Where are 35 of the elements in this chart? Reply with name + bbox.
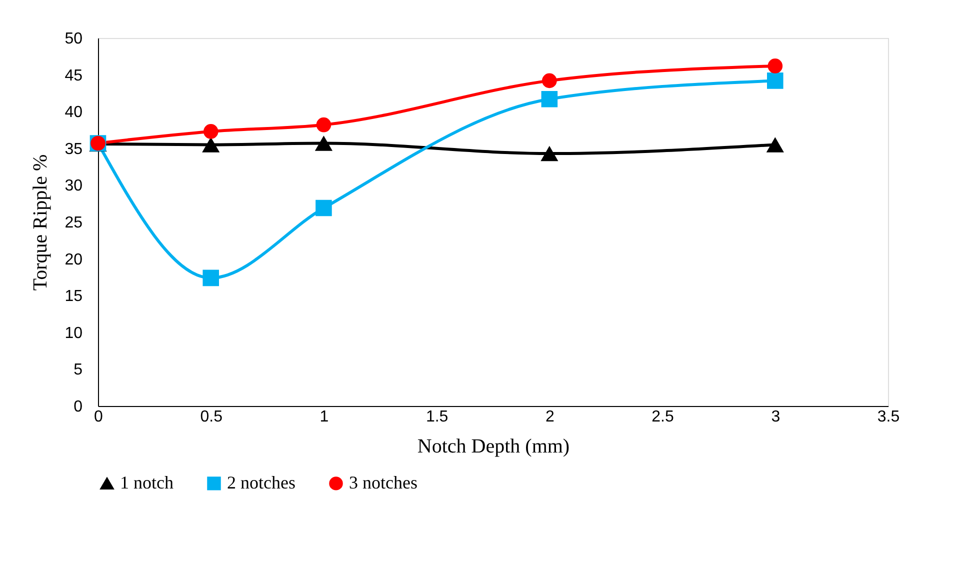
x-tick-label: 2 <box>545 408 554 426</box>
y-tick-label: 40 <box>64 104 83 122</box>
y-tick-label: 35 <box>64 140 83 158</box>
point <box>203 124 218 139</box>
x-tick-label: 2.5 <box>652 408 674 426</box>
x-tick-label: 3 <box>771 408 780 426</box>
legend-label: 1 notch <box>120 472 174 492</box>
point <box>767 72 784 89</box>
point <box>768 58 783 74</box>
y-tick-label: 15 <box>64 288 83 306</box>
y-tick-label: 45 <box>64 67 83 84</box>
point <box>314 136 333 151</box>
x-tick-label: 3.5 <box>877 408 900 426</box>
y-tick-label: 5 <box>74 362 83 379</box>
point <box>540 146 558 162</box>
y-tick-label: 25 <box>64 214 83 232</box>
legend-label: 3 notches <box>349 472 418 492</box>
point <box>316 200 332 216</box>
y-axis-title: Torque Ripple % <box>30 154 52 291</box>
y-tick-label: 50 <box>64 30 83 48</box>
point <box>541 90 558 108</box>
point <box>202 270 219 286</box>
x-tick-label: 0.5 <box>200 408 223 426</box>
point <box>542 73 557 88</box>
x-tick-label: 1 <box>320 408 329 426</box>
x-tick-label: 0 <box>94 408 104 426</box>
x-tick-label: 1.5 <box>426 408 448 426</box>
point <box>316 117 332 132</box>
y-tick-label: 20 <box>64 251 83 268</box>
point <box>202 137 220 152</box>
y-tick-label: 30 <box>64 178 83 195</box>
x-axis-title: Notch Depth (mm) <box>417 436 570 458</box>
y-tick-label: 10 <box>64 324 83 342</box>
point <box>766 137 784 152</box>
legend-label: 2 notches <box>227 472 296 492</box>
